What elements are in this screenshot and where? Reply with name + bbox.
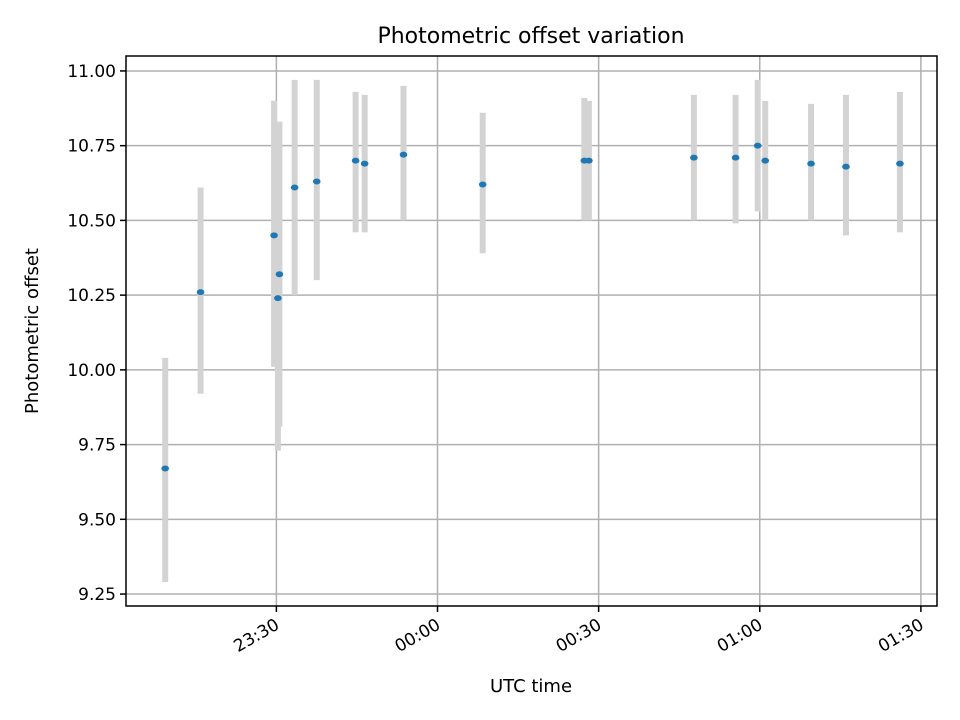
data-point (399, 151, 408, 158)
x-axis-label: UTC time (490, 676, 572, 697)
data-point (842, 163, 850, 170)
data-point (274, 295, 282, 302)
data-point (478, 181, 487, 188)
data-point (275, 271, 284, 278)
data-point (690, 154, 698, 161)
x-tick-label: 01:00 (714, 615, 766, 657)
x-tick-label: 23:30 (230, 615, 282, 657)
x-axis-ticks: 23:30 00:00 00:30 01:00 01:30 (230, 606, 927, 657)
x-tick-label: 00:30 (553, 615, 605, 657)
data-point (585, 157, 593, 164)
data-point (351, 157, 360, 164)
data-point (161, 465, 170, 472)
data-point (290, 184, 299, 191)
chart-title: Photometric offset variation (377, 24, 684, 49)
x-tick-label: 00:00 (392, 615, 444, 657)
data-point (807, 160, 815, 167)
data-points (161, 142, 904, 472)
data-point (753, 142, 762, 149)
y-axis-ticks: 9.25 9.50 9.75 10.00 10.25 10.50 10.75 11.00 (67, 62, 126, 605)
y-tick-label: 10.00 (67, 361, 116, 381)
data-point (360, 160, 369, 167)
y-tick-label: 10.75 (67, 137, 116, 157)
error-bars (162, 79, 903, 583)
data-point (196, 289, 205, 296)
data-point (270, 232, 278, 239)
y-tick-label: 10.25 (67, 286, 116, 306)
data-point (312, 178, 321, 185)
y-tick-label: 9.75 (78, 436, 116, 456)
y-tick-label: 9.50 (78, 510, 116, 530)
y-tick-label: 11.00 (67, 62, 116, 82)
data-point (761, 157, 770, 164)
grid (126, 56, 937, 606)
plot-frame (125, 55, 938, 607)
x-tick-label: 01:30 (875, 615, 927, 657)
y-tick-label: 9.25 (78, 585, 116, 605)
data-point (896, 160, 904, 167)
data-point (731, 154, 740, 161)
y-axis-label: Photometric offset (22, 248, 43, 414)
y-tick-label: 10.50 (67, 211, 116, 231)
